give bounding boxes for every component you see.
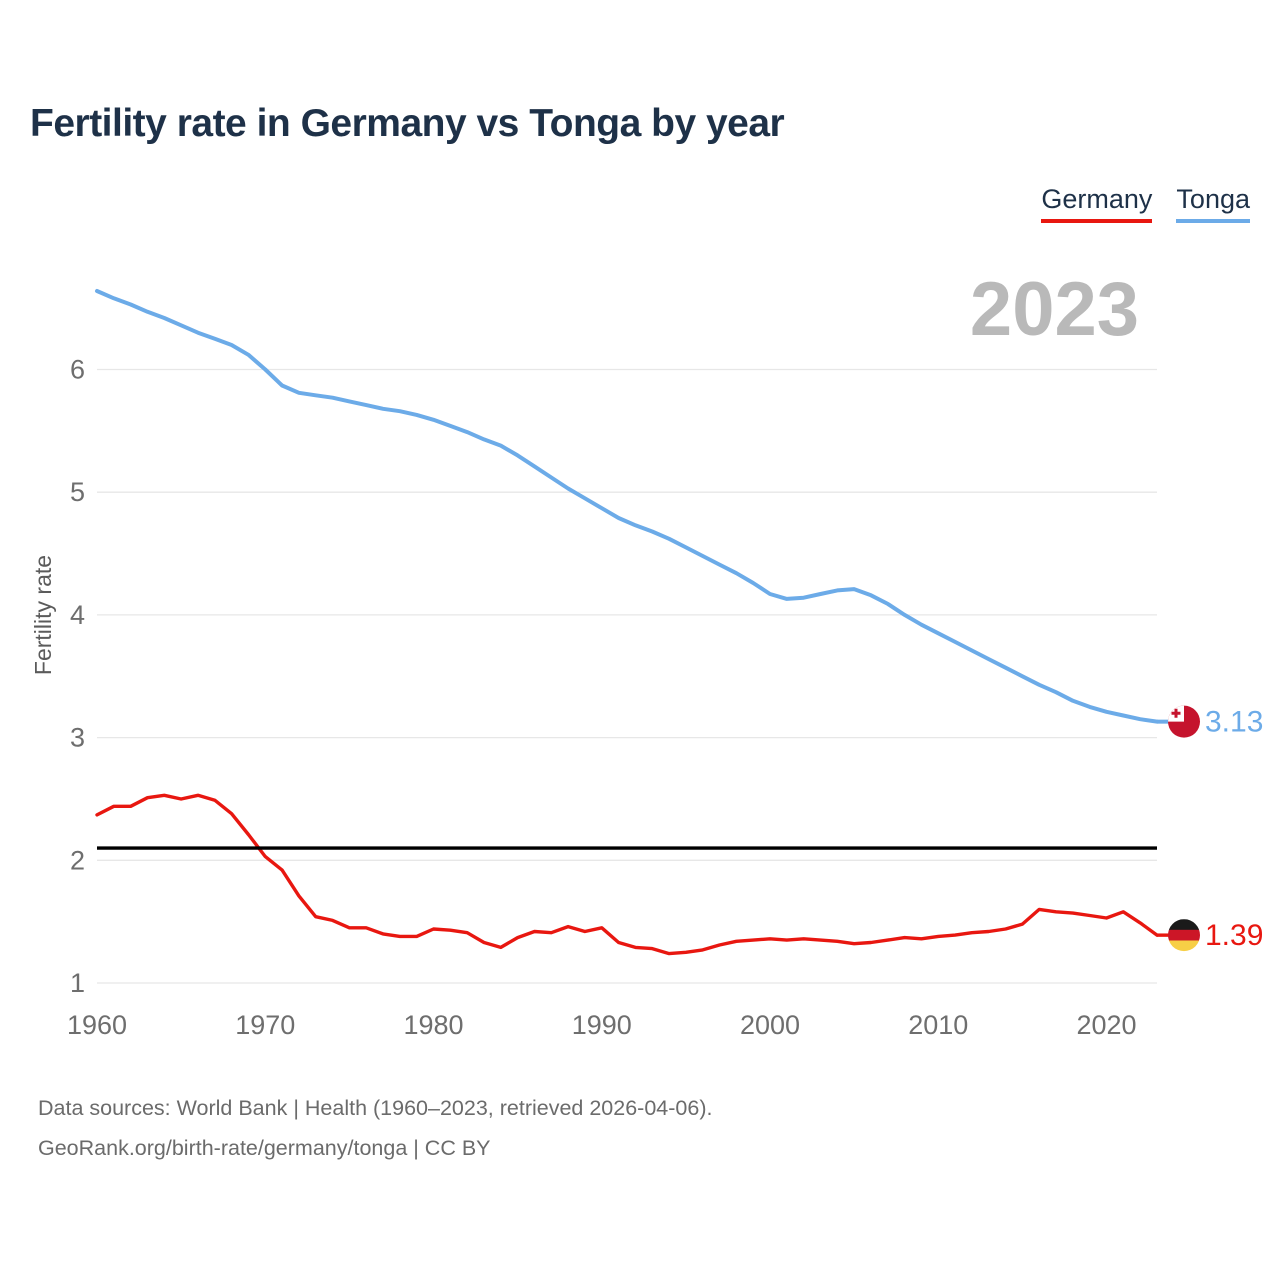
footer-data-sources: Data sources: World Bank | Health (1960–…	[38, 1096, 713, 1120]
y-tick-label: 1	[70, 968, 85, 998]
germany-series-line[interactable]	[95, 793, 1159, 956]
x-tick-label: 2020	[1076, 1010, 1136, 1040]
y-tick-label: 4	[70, 600, 85, 630]
footer: Data sources: World Bank | Health (1960–…	[38, 1088, 712, 1168]
tonga-series-line[interactable]	[95, 289, 1159, 724]
germany-flag-icon	[1168, 919, 1200, 931]
x-tick-label: 1980	[403, 1010, 463, 1040]
legend-item-tonga[interactable]: Tonga	[1176, 184, 1250, 223]
x-tick-label: 2000	[740, 1010, 800, 1040]
germany-flag-icon	[1168, 940, 1200, 952]
x-tick-label: 1960	[67, 1010, 127, 1040]
x-tick-label: 2010	[908, 1010, 968, 1040]
germany-flag-icon	[1168, 929, 1200, 941]
x-tick-label: 1990	[572, 1010, 632, 1040]
y-tick-label: 5	[70, 477, 85, 507]
y-tick-label: 3	[70, 723, 85, 753]
y-tick-label: 2	[70, 845, 85, 875]
tonga-end-value: 3.13	[1205, 706, 1263, 739]
germany-end-value: 1.39	[1205, 919, 1263, 952]
footer-attribution-link[interactable]: GeoRank.org/birth-rate/germany/tonga | C…	[38, 1136, 491, 1160]
legend: Germany Tonga	[1041, 184, 1250, 223]
watermark-year: 2023	[969, 267, 1139, 352]
x-tick-label: 1970	[235, 1010, 295, 1040]
tonga-flag-cross	[1174, 708, 1178, 718]
legend-item-germany[interactable]: Germany	[1041, 184, 1153, 223]
page-title: Fertility rate in Germany vs Tonga by ye…	[30, 102, 785, 145]
y-tick-label: 6	[70, 355, 85, 385]
